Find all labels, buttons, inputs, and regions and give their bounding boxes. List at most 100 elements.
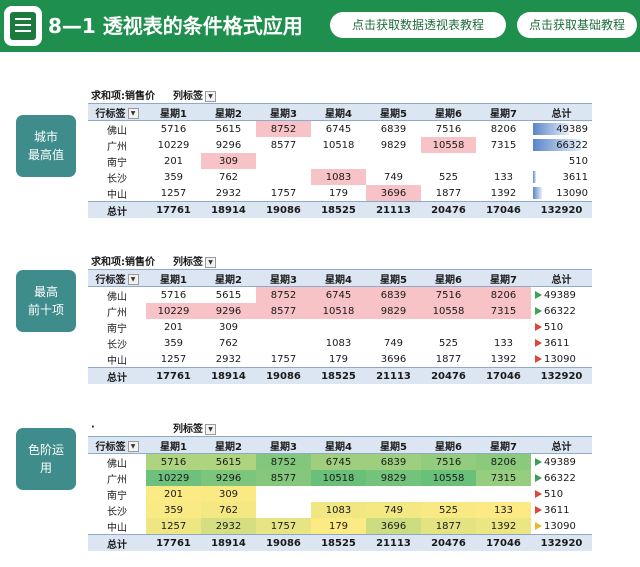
value-cell: 8206 [476,453,531,470]
grand-total-cell: 17046 [476,367,531,384]
value-cell: 7516 [421,453,476,470]
value-cell: 6745 [325,123,352,135]
table-row: 南宁 201 309 510 [88,153,592,169]
grand-total-cell: 17761 [146,534,201,551]
value-cell: 1392 [476,518,531,535]
column-filter-dropdown-icon[interactable]: ▼ [205,90,216,102]
column-header: 星期1 [146,103,201,121]
row-filter-dropdown-icon[interactable]: ▼ [127,108,139,119]
value-cell [311,486,366,502]
grand-total-label: 总计 [88,534,146,551]
row-filter-dropdown-icon[interactable]: ▼ [127,441,139,452]
value-cell: 762 [218,337,239,349]
table-header-row: 行标签 ▼ 星期1 星期2 星期3 星期4 星期5 星期6 星期7 总计 [88,269,592,287]
city-label: 佛山 [107,458,127,470]
grand-total-value: 132920 [531,367,592,384]
value-cell: 10518 [311,303,366,319]
excel-logo-icon [4,6,42,46]
total-cell: 13090 [531,185,592,202]
value-cell: 7315 [490,139,517,151]
value-cell: 10229 [146,303,201,319]
grand-total-cell: 18914 [201,367,256,384]
flag-icon [535,489,542,498]
value-cell [366,319,421,335]
table-row: 广州 10229 9296 8577 10518 9829 10558 7315 66322 [88,470,592,486]
value-cell: 309 [201,153,256,169]
value-cell: 201 [163,155,184,167]
city-label: 中山 [107,189,127,201]
grand-total-cell: 19086 [256,367,311,384]
value-cell: 525 [438,337,459,349]
column-header: 星期3 [256,103,311,121]
value-cell: 1877 [421,518,476,535]
value-cell: 3696 [366,518,421,535]
value-cell: 8752 [256,286,311,303]
value-cell: 749 [383,337,404,349]
total-cell: 3611 [531,169,592,185]
grand-total-cell: 19086 [256,534,311,551]
grand-total-cell: 18525 [311,201,366,218]
flag-icon [535,354,542,363]
flag-icon [535,306,542,315]
flag-icon [535,521,542,530]
grand-total-cell: 21113 [366,534,421,551]
column-header: 星期6 [421,103,476,121]
total-cell: 49389 [531,454,592,471]
value-cell: 6839 [366,453,421,470]
value-cell: 1392 [490,353,517,365]
pivot-table-1: 求和项:销售价 列标签 ▼ 行标签 ▼ 星期1 星期2 星期3 星期4 星期5 星期6 星期7 总计 佛山… [88,86,616,218]
total-cell: 13090 [531,351,592,368]
value-cell: 7516 [421,286,476,303]
value-cell [256,502,311,518]
city-label: 长沙 [107,339,127,351]
table-row: 中山 1257 2932 1757 179 3696 1877 1392 13090 [88,351,592,368]
value-cell: 7516 [435,123,462,135]
basic-tutorial-button[interactable]: 点击获取基础教程 [517,12,637,38]
value-cell [476,486,531,502]
column-header: 星期2 [201,103,256,121]
value-cell: 1757 [270,353,297,365]
row-labels-header: 行标签 ▼ [88,436,146,454]
city-label: 广州 [107,307,127,319]
city-label: 南宁 [107,490,127,502]
total-header: 总计 [531,103,592,121]
city-label: 长沙 [107,506,127,518]
total-cell: 510 [531,486,592,502]
value-cell: 10229 [146,470,201,486]
column-header: 星期5 [366,436,421,454]
row-filter-dropdown-icon[interactable]: ▼ [127,274,139,285]
column-filter-dropdown-icon[interactable]: ▼ [205,256,216,268]
total-data-bar [533,123,569,135]
table-row: 佛山 5716 5615 8752 6745 6839 7516 8206 49389 [88,120,592,137]
total-cell: 3611 [531,502,592,518]
column-header: 星期7 [476,103,531,121]
total-header: 总计 [531,436,592,454]
grand-total-cell: 18914 [201,201,256,218]
grand-total-cell: 18525 [311,534,366,551]
total-cell: 3611 [531,335,592,351]
column-header: 星期3 [256,269,311,287]
value-cell [256,335,311,351]
value-cell: 133 [493,337,514,349]
value-cell [256,319,311,335]
value-cell: 5615 [215,289,242,301]
table-row: 广州 10229 9296 8577 10518 9829 10558 7315 66322 [88,137,592,153]
grand-total-cell: 17046 [476,534,531,551]
values-caption: 求和项:销售价 [91,257,155,268]
value-cell: 8752 [256,453,311,470]
table-row: 佛山 5716 5615 8752 6745 6839 7516 8206 49389 [88,453,592,471]
value-cell: 525 [438,171,459,183]
value-cell: 5716 [146,453,201,470]
total-header: 总计 [531,269,592,287]
value-cell [476,153,531,169]
flag-icon [535,338,542,347]
flag-icon [535,290,542,299]
table-row: 南宁 201 309 510 [88,319,592,335]
value-cell: 1257 [160,187,187,199]
value-cell [256,169,311,185]
values-caption: 求和项:销售价 [91,91,155,102]
column-filter-dropdown-icon[interactable]: ▼ [205,423,216,435]
city-label: 长沙 [107,173,127,185]
table-row: 长沙 359 762 1083 749 525 133 3611 [88,335,592,351]
pivot-tutorial-button[interactable]: 点击获取数据透视表教程 [330,12,506,38]
